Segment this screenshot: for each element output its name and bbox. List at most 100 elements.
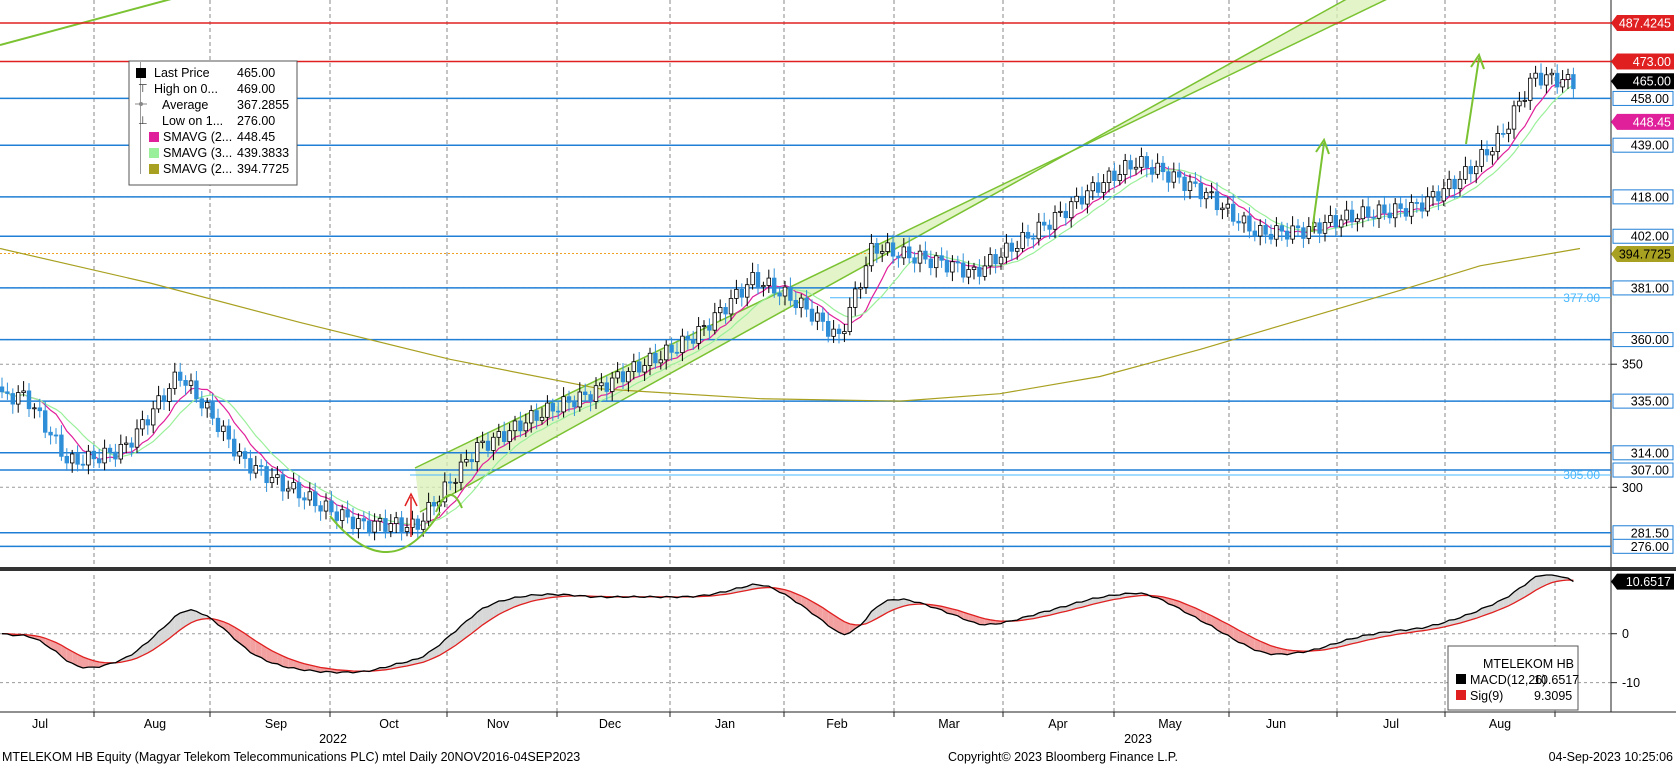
candle-body (869, 242, 874, 267)
candle-body (1241, 215, 1247, 224)
macd-histogram-fill (790, 591, 796, 603)
candle-body (836, 328, 842, 335)
macd-histogram-fill (423, 652, 429, 663)
annotations (329, 52, 1485, 553)
candle-body (318, 505, 323, 512)
level-tag-text: 439.00 (1631, 139, 1669, 153)
level-tag (1612, 90, 1674, 106)
green-arrow-1-head (1315, 137, 1330, 155)
candle-body (183, 380, 188, 386)
green-arrow-2 (1465, 57, 1480, 145)
candle-body (291, 482, 296, 490)
candle-body (215, 417, 221, 432)
level-tag-text: 402.00 (1631, 230, 1669, 244)
candle-body (231, 438, 237, 457)
x-month-label: Aug (144, 717, 166, 731)
candle-body (885, 242, 890, 252)
candle-body (1474, 165, 1479, 175)
candle-body (1004, 242, 1009, 258)
candle-body (950, 261, 955, 273)
macd-histogram-fill (806, 598, 812, 614)
candle-body (356, 518, 361, 530)
candle-body (474, 442, 480, 463)
candle-body (458, 461, 464, 483)
sma200-marker (149, 164, 159, 174)
macd-histogram-fill (1357, 635, 1363, 643)
macd-histogram-fill (191, 609, 197, 623)
y-tick-label: 300 (1622, 481, 1643, 495)
macd-histogram-fill (520, 596, 526, 605)
macd-histogram-fill (88, 659, 94, 668)
level-tag-text: 276.00 (1631, 540, 1669, 554)
candle-body (1231, 203, 1236, 222)
macd-histogram-fill (39, 636, 46, 645)
candle-body (577, 391, 582, 408)
candle-body (393, 517, 399, 524)
candle-body (712, 312, 717, 331)
candle-body (1090, 182, 1095, 192)
candle-body (1020, 231, 1025, 249)
candle-body (934, 255, 939, 269)
level-tag (1612, 332, 1674, 348)
price-tag-text: 473.00 (1633, 55, 1671, 69)
candle-body (1565, 74, 1571, 80)
macd-histogram-fill (293, 660, 299, 670)
x-month-label: Feb (826, 717, 848, 731)
candle-body (1279, 225, 1284, 232)
legend-value: 448.45 (237, 130, 275, 144)
candle-body (1009, 242, 1014, 252)
macd-histogram-fill (272, 650, 278, 664)
candle-body (124, 442, 129, 445)
signal-marker (1456, 690, 1466, 700)
macd-histogram-fill (66, 648, 73, 664)
macd-histogram-fill (1271, 645, 1277, 655)
candle-body (561, 396, 566, 413)
macd-histogram-fill (288, 658, 294, 668)
level-tag-text: 281.50 (1631, 526, 1669, 540)
macd-histogram-fill (239, 630, 245, 648)
level-tag-text: 307.00 (1631, 464, 1669, 478)
macd-histogram-fill (833, 614, 839, 633)
candle-body (507, 430, 512, 442)
level-tag (1612, 189, 1674, 205)
candle-body (626, 371, 631, 383)
candle-body (1177, 171, 1182, 178)
candle-body (847, 306, 852, 332)
candle-body (1225, 203, 1230, 209)
macd-panel (1, 574, 1574, 674)
candle-body (1031, 237, 1036, 240)
candle-body (583, 391, 588, 396)
macd-histogram-fill (1508, 592, 1514, 606)
candle-body (907, 246, 912, 259)
x-month-label: Nov (487, 717, 510, 731)
legend-value: 394.7725 (237, 162, 289, 176)
green-arrow-2-head (1470, 52, 1485, 70)
candle-body (426, 502, 431, 522)
macd-histogram-fill (1530, 576, 1536, 594)
candle-body (102, 447, 107, 464)
level-tag-text: 335.00 (1631, 395, 1669, 409)
candle-body (150, 408, 156, 426)
candle-body (1490, 151, 1495, 156)
candle-body (599, 382, 604, 387)
floating-level-label: 305.00 (1563, 468, 1600, 482)
candle-body (1457, 178, 1463, 190)
macd-histogram-fill (509, 596, 515, 610)
level-tag-text: 360.00 (1631, 333, 1669, 347)
candle-body (1398, 203, 1403, 209)
level-tag-text: 418.00 (1631, 190, 1669, 204)
candle-body (1371, 216, 1376, 219)
candle-body (658, 359, 663, 364)
candle-body (26, 390, 32, 410)
candle-body (118, 443, 123, 460)
candle-body (647, 352, 653, 366)
level-tag (1612, 445, 1674, 461)
panel-divider (0, 567, 1676, 571)
candle-body (1339, 219, 1344, 228)
candle-body (1085, 190, 1090, 205)
level-tag-text: 381.00 (1631, 281, 1669, 295)
candle-body (491, 436, 496, 451)
macd-histogram-fill (56, 642, 62, 657)
macd-line (1, 574, 1574, 674)
candle-body (302, 497, 307, 501)
